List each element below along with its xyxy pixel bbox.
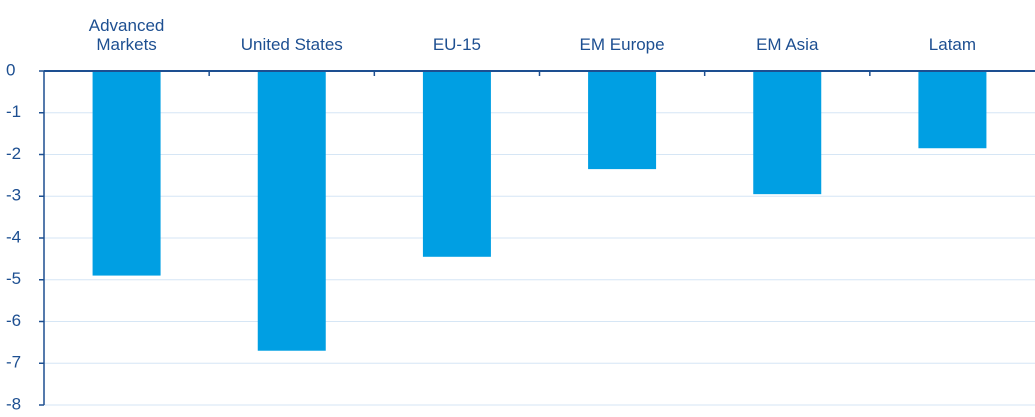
- bar: [92, 71, 161, 276]
- y-tick-label: -7: [6, 353, 21, 372]
- x-tick-label: EM Europe: [579, 35, 665, 54]
- y-tick-label: -4: [6, 227, 21, 246]
- y-tick-label: -8: [6, 394, 21, 413]
- bar: [918, 71, 987, 149]
- bar: [588, 71, 657, 170]
- x-tick-label: United States: [240, 35, 343, 54]
- bar: [753, 71, 822, 195]
- bar: [422, 71, 491, 257]
- y-tick-label: -3: [6, 186, 21, 205]
- x-tick-label: Latam: [928, 35, 977, 54]
- y-tick-label: -2: [6, 144, 21, 163]
- y-tick-label: -1: [6, 102, 21, 121]
- x-tick-label: EM Asia: [756, 35, 819, 54]
- x-tick-label: EU-15: [432, 35, 481, 54]
- y-tick-label: -5: [6, 269, 21, 288]
- y-tick-label: -6: [6, 311, 21, 330]
- y-tick-label: 0: [6, 60, 15, 79]
- x-tick-label: Advanced Markets: [88, 16, 165, 54]
- bar: [257, 71, 326, 351]
